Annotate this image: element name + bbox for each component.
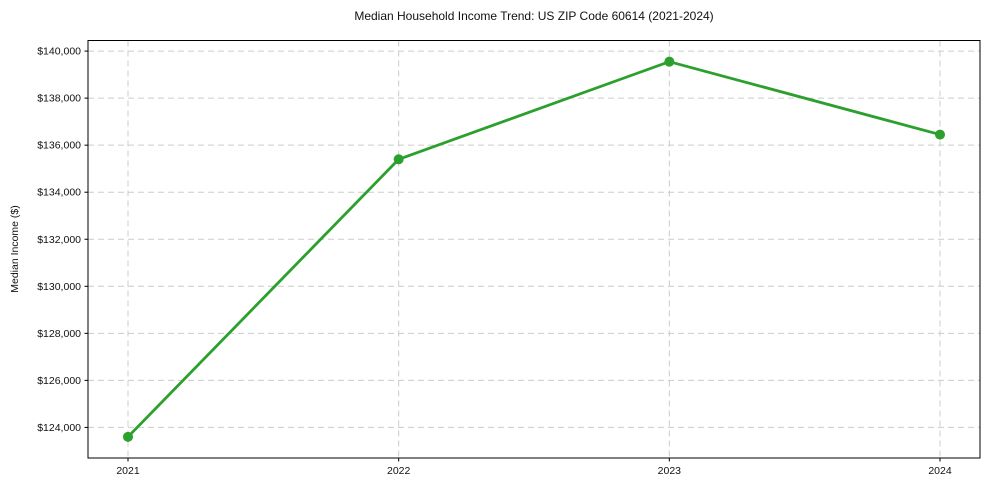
x-tick-label: 2022 <box>387 465 411 477</box>
data-point-2021 <box>123 431 133 442</box>
x-tick-label: 2023 <box>658 465 682 477</box>
y-tick-label: $138,000 <box>37 93 81 105</box>
y-tick-label: $136,000 <box>37 140 81 152</box>
data-point-2024 <box>935 129 945 140</box>
data-point-2022 <box>393 154 404 165</box>
trend-line <box>126 60 942 439</box>
y-tick-label: $140,000 <box>37 46 81 58</box>
y-tick-label: $134,000 <box>37 187 81 199</box>
x-tick-label: 2024 <box>928 465 952 477</box>
chart-title: Median Household Income Trend: US ZIP Co… <box>354 9 714 23</box>
y-tick-label: $126,000 <box>37 375 81 387</box>
y-tick-label: $130,000 <box>37 281 81 293</box>
y-tick-label: $124,000 <box>37 422 81 434</box>
data-point-2023 <box>664 56 675 67</box>
y-tick-label: $132,000 <box>37 234 81 246</box>
x-tick-label: 2021 <box>116 465 140 477</box>
y-tick-label: $128,000 <box>37 328 81 340</box>
axis-frame <box>87 40 981 459</box>
